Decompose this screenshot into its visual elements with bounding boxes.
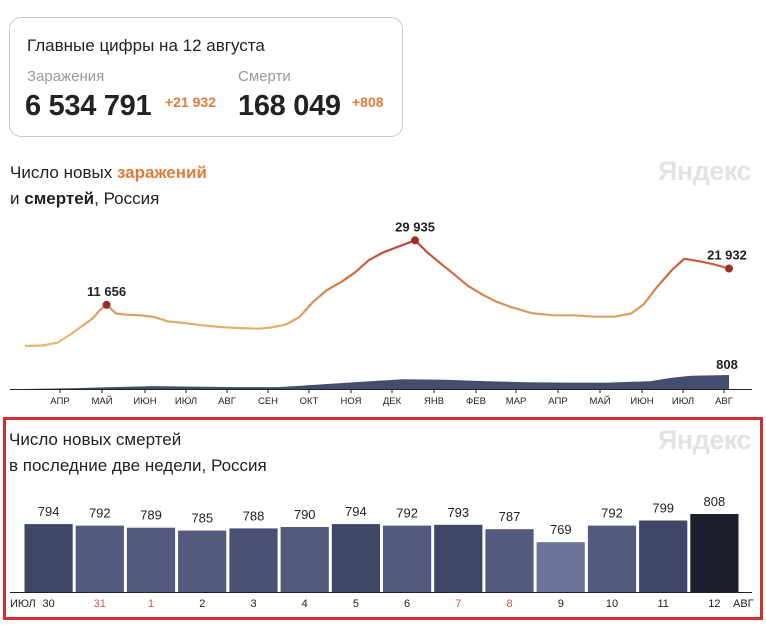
death-bar [280, 527, 329, 592]
infections-peak-dot [102, 300, 111, 309]
x-tick-label: ИЮН [133, 396, 156, 407]
x-tick-label: АВГ [218, 396, 236, 407]
bar-value-label: 788 [243, 508, 265, 523]
bar-value-label: 787 [499, 509, 521, 524]
x-tick-label: МАЙ [91, 395, 112, 407]
chart1-title-part2: и [10, 189, 25, 208]
death-bar [536, 542, 585, 592]
bar-category-label: 5 [353, 598, 359, 610]
deaths-panel [3, 417, 763, 620]
bar-value-label: 793 [447, 505, 469, 520]
deaths-label: Смерти [238, 68, 291, 85]
death-bar [485, 529, 534, 592]
bar-category-label: 8 [506, 598, 512, 610]
x-tick-label: ИЮН [630, 396, 653, 407]
deaths-last-label: 808 [716, 357, 738, 372]
death-bar [24, 524, 73, 592]
death-bar [126, 527, 176, 592]
death-bar [587, 525, 637, 592]
bar-category-label: 4 [302, 598, 308, 610]
bar-value-label: 792 [89, 506, 111, 521]
x-tick-label: ДЕК [383, 396, 402, 407]
infections-label: Заражения [27, 68, 105, 85]
bar-category-label: 7 [455, 598, 461, 610]
chart1-title-part3: , Россия [94, 189, 160, 208]
infections-peak-dot [725, 264, 733, 273]
deaths-value: 168 049 [238, 90, 341, 122]
deaths-delta: +808 [352, 94, 384, 110]
infections-deaths-chart: 11 656 29 935 21 932 808 АПР МАЙ ИЮН ИЮЛ АВГ СЕН О… [10, 219, 752, 407]
yandex-watermark-top: Яндекс [658, 156, 752, 186]
x-tick-label: ИЮЛ [672, 396, 694, 407]
month-right-label: АВГ [733, 598, 754, 610]
bar-category-label: 2 [199, 598, 205, 610]
bar-value-label: 792 [601, 506, 623, 521]
bar-value-label: 808 [704, 494, 726, 509]
bar-value-label: 799 [652, 501, 674, 516]
infections-peak-label: 21 932 [707, 248, 747, 263]
x-tick-label: ЯНВ [424, 396, 444, 407]
bar-value-label: 785 [191, 511, 213, 526]
bar-category-label: 31 [94, 598, 106, 610]
bar-value-label: 789 [140, 508, 162, 523]
death-bar [434, 524, 483, 592]
bar-category-label: 12 [708, 598, 720, 610]
x-tick-label: АВГ [715, 396, 733, 407]
death-bar [383, 525, 432, 592]
death-bar [331, 524, 380, 592]
death-bar [178, 530, 227, 592]
chart1-title-part1: Число новых [10, 163, 117, 182]
death-bar [75, 525, 124, 592]
bar-value-label: 794 [38, 504, 60, 519]
death-bar [229, 528, 278, 592]
bar-category-label: 3 [250, 598, 256, 610]
infections-peak-dot [411, 236, 420, 245]
summary-card: Главные цифры на 12 августа Заражения 6 … [9, 17, 403, 137]
chart1-title-bold: смертей [24, 189, 95, 208]
deaths-bar-chart: 794 30 792 31 789 1 785 2 788 3 790 4 794 5 792 6 793 7 78… [10, 494, 754, 610]
infections-line [24, 239, 730, 348]
bar-category-label: 9 [558, 598, 564, 610]
x-tick-label: МАР [506, 396, 527, 407]
chart2-title-line2: в последние две недели, Россия [9, 456, 267, 475]
x-tick-label: МАЙ [589, 395, 610, 407]
infections-peak-label: 29 935 [395, 219, 435, 234]
x-tick-label: АПР [548, 396, 567, 407]
bar-value-label: 794 [345, 504, 367, 519]
infections-peak-label: 11 656 [87, 284, 126, 299]
summary-title: Главные цифры на 12 августа [27, 36, 265, 55]
bar-category-label: 11 [657, 598, 668, 610]
bar-category-label: 6 [404, 598, 410, 610]
bar-category-label: 1 [148, 598, 154, 610]
bar-category-label: 10 [606, 598, 618, 610]
bar-category-label: 30 [42, 598, 54, 610]
month-left-label: ИЮЛ [10, 598, 36, 610]
x-tick-label: НОЯ [341, 396, 362, 407]
infections-delta: +21 932 [165, 94, 216, 110]
chart1-title: Число новых заражений и смертей, Россия [10, 160, 207, 212]
x-tick-label: ФЕВ [466, 396, 486, 407]
x-tick-label: ОКТ [300, 396, 319, 407]
x-tick-label: ИЮЛ [175, 396, 197, 407]
death-bar [690, 514, 739, 592]
bar-value-label: 769 [550, 522, 572, 537]
x-tick-label: АПР [50, 396, 69, 407]
bar-value-label: 792 [396, 506, 418, 521]
x-tick-label: СЕН [258, 396, 278, 407]
chart1-title-highlight: заражений [116, 163, 207, 182]
yandex-watermark-bottom: Яндекс [658, 425, 752, 455]
bar-value-label: 790 [294, 507, 316, 522]
death-bar [639, 520, 688, 592]
chart2-title-line1: Число новых смертей [9, 430, 182, 449]
infections-value: 6 534 791 [25, 90, 152, 122]
deaths-area [25, 375, 729, 389]
chart2-title: Число новых смертей в последние две неде… [9, 427, 267, 479]
